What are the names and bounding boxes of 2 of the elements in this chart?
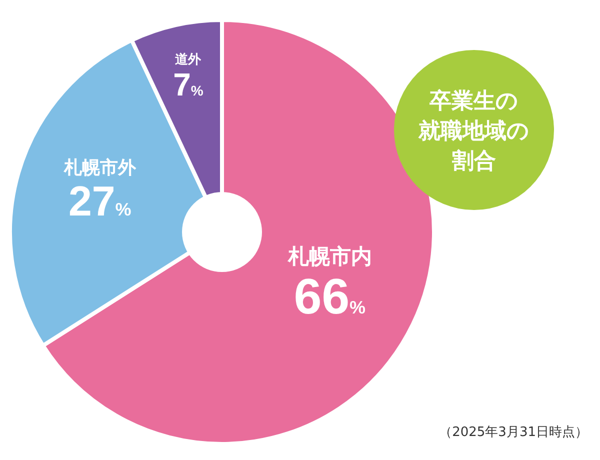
text: 卒業生の就職地域の割合 bbox=[418, 88, 530, 174]
text: （2025年3月31日時点） bbox=[439, 425, 588, 440]
